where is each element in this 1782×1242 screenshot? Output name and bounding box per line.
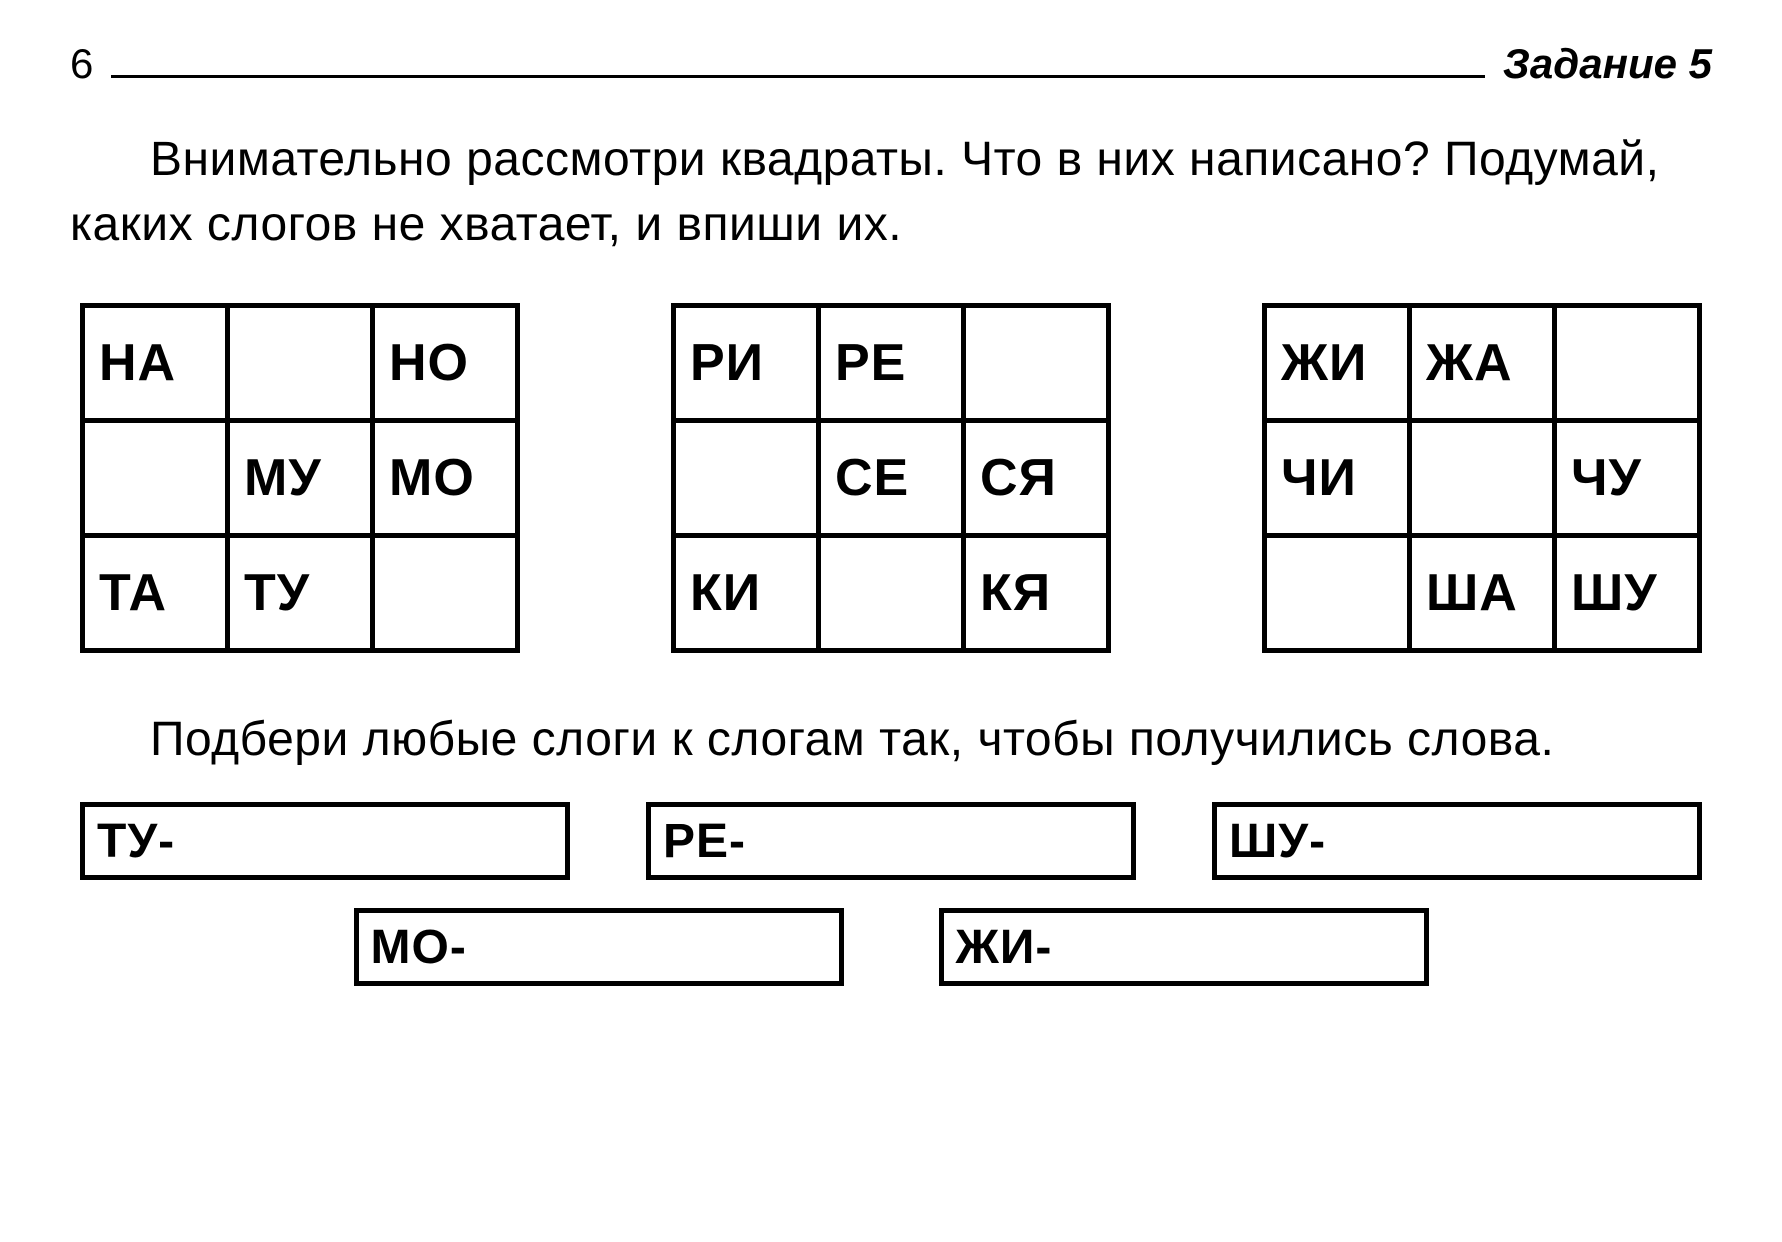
grid-cell[interactable]: СЕ <box>819 420 964 535</box>
syllable-grid-1: НА НО МУ МО ТА ТУ <box>80 303 520 653</box>
table-row: МУ МО <box>83 420 518 535</box>
grid-cell[interactable]: ЖА <box>1410 305 1555 420</box>
grid-cell[interactable] <box>819 535 964 650</box>
grid-cell[interactable]: ШУ <box>1555 535 1700 650</box>
table-row: НА НО <box>83 305 518 420</box>
grid-cell[interactable]: ЧИ <box>1265 420 1410 535</box>
table-row: СЕ СЯ <box>674 420 1109 535</box>
header-rule <box>111 75 1485 78</box>
grid-cell[interactable]: НА <box>83 305 228 420</box>
worksheet-page: 6 Задание 5 Внимательно рассмотри квадра… <box>0 0 1782 1242</box>
grid-cell[interactable]: КИ <box>674 535 819 650</box>
word-box[interactable]: МО- <box>354 908 844 986</box>
grid-cell[interactable]: ТА <box>83 535 228 650</box>
grid-cell[interactable] <box>228 305 373 420</box>
grid-cell[interactable]: ША <box>1410 535 1555 650</box>
task-title: Задание 5 <box>1493 40 1712 88</box>
grid-cell[interactable] <box>1265 535 1410 650</box>
grid-cell[interactable] <box>1555 305 1700 420</box>
table-row: КИ КЯ <box>674 535 1109 650</box>
grid-cell[interactable]: МО <box>373 420 518 535</box>
grid-cell[interactable] <box>1410 420 1555 535</box>
table-row: ЧИ ЧУ <box>1265 420 1700 535</box>
table-row: ТА ТУ <box>83 535 518 650</box>
grid-cell[interactable]: КЯ <box>964 535 1109 650</box>
grid-cell[interactable]: РЕ <box>819 305 964 420</box>
grid-cell[interactable] <box>964 305 1109 420</box>
grid-cell[interactable] <box>674 420 819 535</box>
grid-cell[interactable]: СЯ <box>964 420 1109 535</box>
grid-cell[interactable]: РИ <box>674 305 819 420</box>
grid-cell[interactable]: НО <box>373 305 518 420</box>
instructions-top: Внимательно рассмотри квадраты. Что в ни… <box>70 128 1712 258</box>
word-box[interactable]: ШУ- <box>1212 802 1702 880</box>
syllable-grids-row: НА НО МУ МО ТА ТУ РИ РЕ <box>70 303 1712 653</box>
grid-cell[interactable] <box>83 420 228 535</box>
word-box[interactable]: ЖИ- <box>939 908 1429 986</box>
page-number: 6 <box>70 40 103 88</box>
table-row: РИ РЕ <box>674 305 1109 420</box>
word-box[interactable]: РЕ- <box>646 802 1136 880</box>
word-box[interactable]: ТУ- <box>80 802 570 880</box>
page-header: 6 Задание 5 <box>70 40 1712 88</box>
grid-cell[interactable]: ЧУ <box>1555 420 1700 535</box>
grid-cell[interactable]: ЖИ <box>1265 305 1410 420</box>
grid-cell[interactable]: ТУ <box>228 535 373 650</box>
instructions-bottom: Подбери любые слоги к слогам так, чтобы … <box>70 708 1712 773</box>
table-row: ША ШУ <box>1265 535 1700 650</box>
word-boxes-row-2: МО- ЖИ- <box>70 908 1712 986</box>
syllable-grid-3: ЖИ ЖА ЧИ ЧУ ША ШУ <box>1262 303 1702 653</box>
table-row: ЖИ ЖА <box>1265 305 1700 420</box>
word-boxes-row-1: ТУ- РЕ- ШУ- <box>70 802 1712 880</box>
grid-cell[interactable] <box>373 535 518 650</box>
syllable-grid-2: РИ РЕ СЕ СЯ КИ КЯ <box>671 303 1111 653</box>
grid-cell[interactable]: МУ <box>228 420 373 535</box>
